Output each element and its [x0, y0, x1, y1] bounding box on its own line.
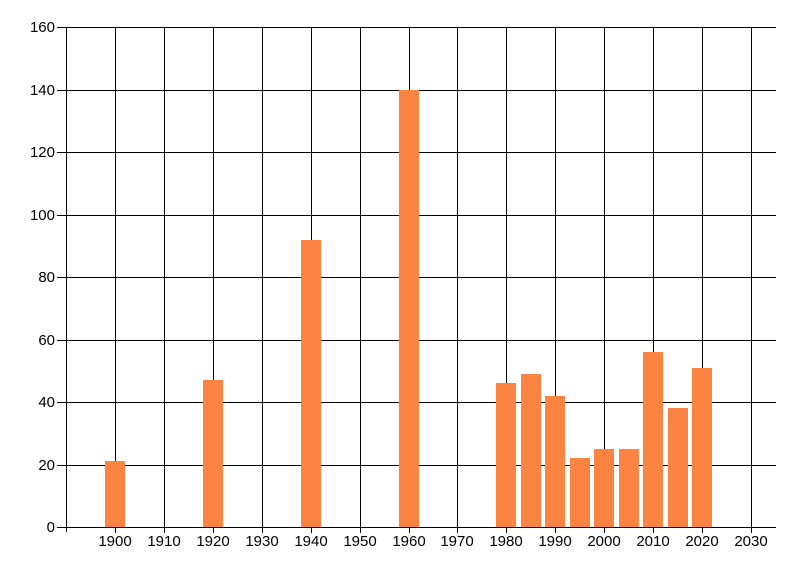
y-tick-label: 0: [46, 519, 55, 536]
y-tick-label: 120: [29, 144, 55, 161]
x-tick-label: 1960: [392, 533, 426, 550]
bar-1995: [570, 458, 590, 527]
bar-1940: [301, 240, 321, 527]
grid-vline: [457, 27, 458, 533]
grid-vline: [555, 27, 556, 533]
bar-2005: [619, 449, 639, 527]
bar-2000: [594, 449, 614, 527]
bar-1980: [496, 383, 516, 527]
grid-vline: [604, 27, 605, 533]
grid-vline: [262, 27, 263, 533]
x-tick-label: 1950: [343, 533, 377, 550]
y-tick-label: 160: [29, 19, 55, 36]
bar-1960: [399, 90, 419, 527]
grid-vline: [506, 27, 507, 533]
y-tick-label: 140: [29, 82, 55, 99]
x-tick-label: 1910: [147, 533, 181, 550]
x-tick-label: 1900: [98, 533, 132, 550]
grid-vline: [653, 27, 654, 533]
grid-vline: [702, 27, 703, 533]
x-tick-label: 1990: [538, 533, 572, 550]
x-axis-line: [57, 527, 776, 528]
grid-vline: [213, 27, 214, 533]
grid-vline: [751, 27, 752, 533]
grid-hline: [57, 27, 776, 28]
x-tick-label: 2030: [734, 533, 768, 550]
x-tick-label: 1970: [440, 533, 474, 550]
bar-1985: [521, 374, 541, 527]
y-tick-label: 20: [38, 457, 55, 474]
y-tick-label: 100: [29, 207, 55, 224]
grid-vline: [115, 27, 116, 533]
grid-vline: [360, 27, 361, 533]
x-tick-label: 1920: [196, 533, 230, 550]
grid-vline: [164, 27, 165, 533]
y-axis-line: [66, 27, 67, 532]
x-tick-label: 2020: [685, 533, 719, 550]
bar-1920: [203, 380, 223, 527]
y-tick-label: 40: [38, 394, 55, 411]
x-tick-label: 2000: [587, 533, 621, 550]
x-tick-label: 2010: [636, 533, 670, 550]
bar-2010: [643, 352, 663, 527]
bar-2015: [668, 408, 688, 527]
bar-1990: [545, 396, 565, 527]
bar-2020: [692, 368, 712, 527]
x-tick-label: 1980: [489, 533, 523, 550]
y-tick-label: 60: [38, 332, 55, 349]
bar-1900: [105, 461, 125, 527]
x-tick-label: 1940: [294, 533, 328, 550]
y-tick-label: 80: [38, 269, 55, 286]
x-tick-label: 1930: [245, 533, 279, 550]
